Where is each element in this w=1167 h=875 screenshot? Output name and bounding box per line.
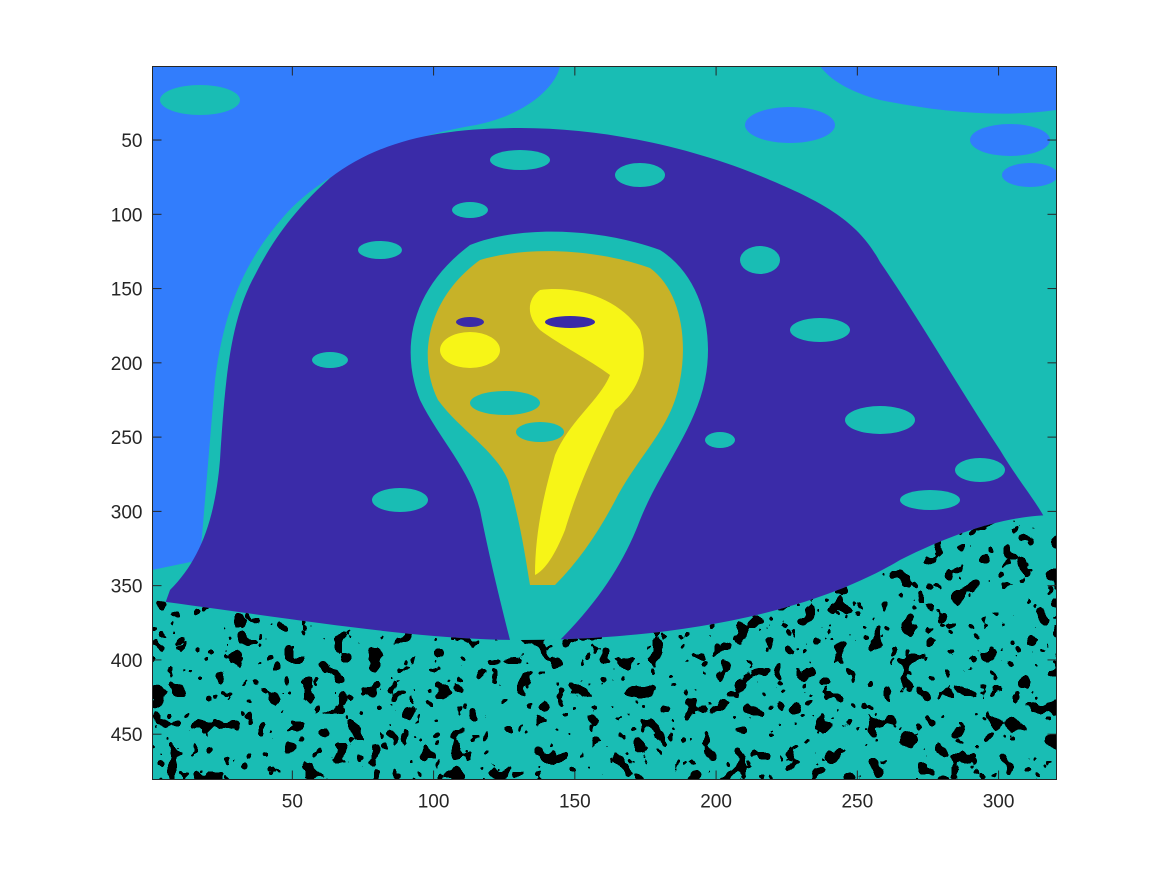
- x-tick-label: 100: [418, 792, 450, 813]
- y-tick-label: 350: [111, 577, 143, 598]
- hair-texture-blob: [740, 246, 780, 274]
- background-blob: [745, 107, 835, 143]
- hair-texture-blob: [452, 202, 488, 218]
- face-highlight: [440, 332, 500, 368]
- x-tick-label: 250: [841, 792, 873, 813]
- background-light-blue-top-right: [820, 66, 1056, 114]
- eye-region: [545, 316, 595, 328]
- y-tick-label: 50: [121, 131, 142, 152]
- hair-texture-blob: [490, 150, 550, 170]
- y-axis: 50 100 150 200 250 300 350 400 450: [111, 131, 1057, 746]
- y-tick-label: 150: [111, 280, 143, 301]
- x-axis: 50 100 150 200 250 300: [282, 66, 1015, 813]
- background-light-blue-left: [152, 66, 560, 570]
- hair-texture-blob: [312, 352, 348, 368]
- axes-box: [152, 66, 1057, 780]
- x-tick-label: 50: [282, 792, 303, 813]
- background-blob: [160, 85, 240, 115]
- background-blob: [970, 124, 1050, 156]
- y-tick-label: 250: [111, 428, 143, 449]
- background-blob: [1002, 163, 1056, 187]
- eye-region: [456, 317, 484, 327]
- y-tick-label: 200: [111, 354, 143, 375]
- y-tick-label: 100: [111, 205, 143, 226]
- hair-texture-blob: [790, 318, 850, 342]
- hair-texture-blob: [845, 406, 915, 434]
- hair-texture-blob: [705, 432, 735, 448]
- x-tick-label: 200: [700, 792, 732, 813]
- hair-texture-blob: [615, 163, 665, 187]
- y-tick-label: 300: [111, 502, 143, 523]
- x-tick-label: 300: [983, 792, 1015, 813]
- y-tick-label: 400: [111, 651, 143, 672]
- y-tick-label: 450: [111, 725, 143, 746]
- heatmap-image: [152, 66, 1056, 779]
- hair-texture-blob: [358, 241, 402, 259]
- mouth-region: [470, 391, 540, 415]
- hair-texture-blob: [955, 458, 1005, 482]
- chin-region: [516, 422, 564, 442]
- face-highlight: [529, 289, 644, 575]
- hair-texture-blob: [900, 490, 960, 510]
- hair-texture-blob: [372, 488, 428, 512]
- x-tick-label: 150: [559, 792, 591, 813]
